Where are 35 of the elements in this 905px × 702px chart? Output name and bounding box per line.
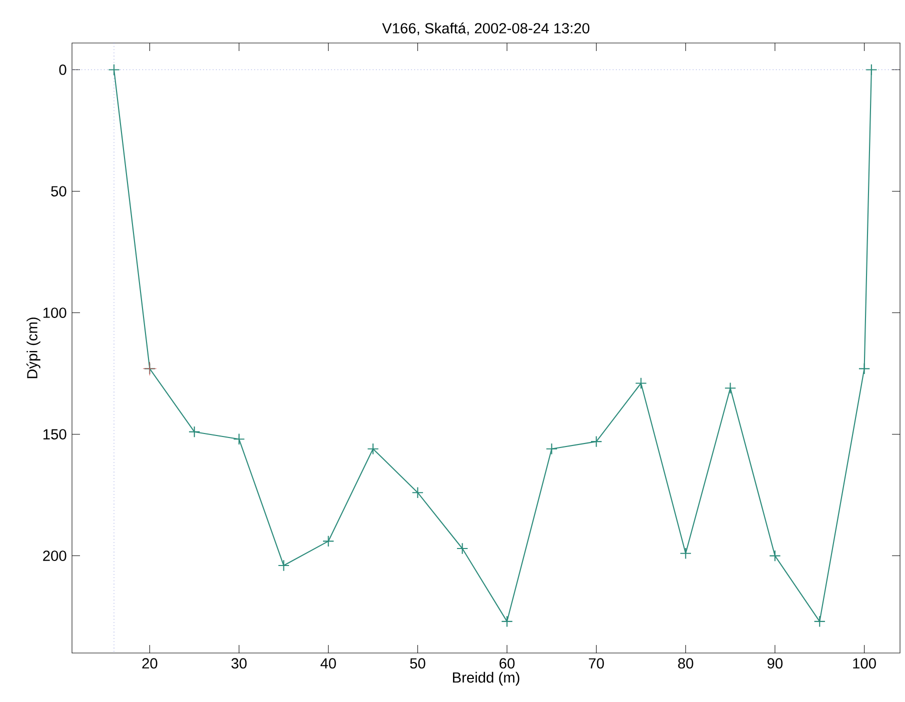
y-tick-label: 100 <box>43 308 66 318</box>
point <box>367 442 379 455</box>
point <box>108 64 120 76</box>
x-tick-label: 70 <box>588 658 604 669</box>
y-tick-label: 50 <box>51 186 66 196</box>
y-axis-title: Dýpi (cm) <box>26 318 40 378</box>
x-tick-label: 90 <box>768 658 783 669</box>
point <box>412 486 424 498</box>
x-tick-label: 50 <box>410 658 426 669</box>
y-tick-label: 0 <box>59 64 66 75</box>
x-tick-label: 60 <box>500 658 515 669</box>
point <box>278 560 290 572</box>
point <box>501 616 513 628</box>
x-tick-label: 100 <box>853 658 876 669</box>
point <box>769 550 781 562</box>
x-axis-title: Breidd (m) <box>452 672 520 686</box>
x-tick-label: 80 <box>678 658 694 669</box>
point <box>724 382 736 394</box>
x-tick-label: 30 <box>231 658 247 669</box>
x-tick-label: 20 <box>142 658 158 669</box>
point <box>188 426 200 438</box>
x-tick-label: 40 <box>320 658 336 669</box>
point <box>546 442 558 455</box>
point <box>590 436 602 448</box>
point <box>233 433 245 446</box>
point <box>456 542 468 554</box>
point <box>814 616 826 628</box>
point <box>866 64 878 76</box>
point <box>680 547 692 560</box>
y-tick-label: 200 <box>43 550 66 561</box>
point <box>635 377 647 390</box>
point <box>858 362 870 375</box>
chart-title: V166, Skaftá, 2002-08-24 13:20 <box>382 22 590 36</box>
point <box>322 535 334 548</box>
y-tick-label: 150 <box>43 429 66 440</box>
